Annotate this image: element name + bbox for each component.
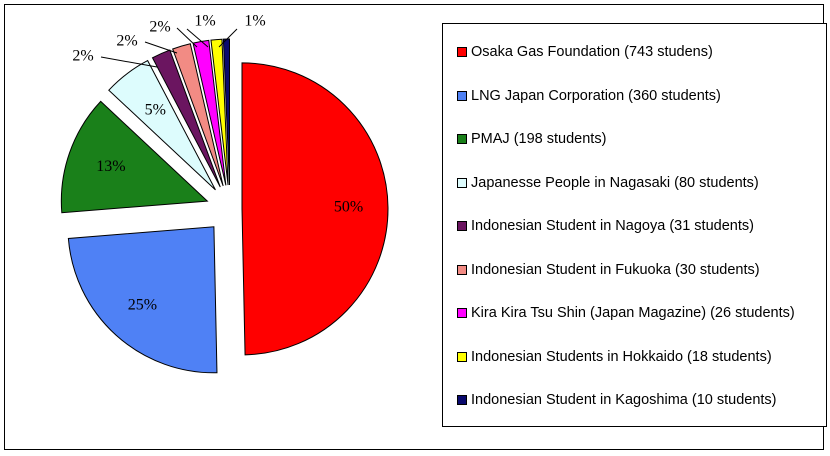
legend-item-3: PMAJ (198 students) <box>457 129 606 149</box>
legend-swatch-7 <box>457 308 467 318</box>
legend-swatch-4 <box>457 177 467 188</box>
legend-item-5: Indonesian Student in Nagoya (31 student… <box>457 216 754 236</box>
legend-label-4: Japanesse People in Nagasaki (80 student… <box>471 174 759 191</box>
pie-slice-1 <box>241 62 389 356</box>
percent-label-7: 2% <box>149 19 170 36</box>
legend-label-1: Osaka Gas Foundation (743 studens) <box>471 44 713 60</box>
pie-slice-4 <box>108 59 216 191</box>
pie-chart: 50% 25% 13% 5% 2% 2% 2% 1% 1% <box>60 13 389 374</box>
percent-label-5: 2% <box>72 48 93 65</box>
legend-swatch-6 <box>457 264 467 275</box>
legend-label-6: Indonesian Student in Fukuoka (30 studen… <box>471 261 760 278</box>
legend-label-3: PMAJ (198 students) <box>471 131 607 147</box>
percent-label-3: 13% <box>96 158 125 175</box>
legend-swatch-5 <box>457 221 467 231</box>
legend-item-2: LNG Japan Corporation (360 students) <box>457 86 721 106</box>
percent-label-2: 25% <box>128 297 157 314</box>
leader-line-6 <box>144 41 178 54</box>
chart-frame: 50% 25% 13% 5% 2% 2% 2% 1% 1% Osaka Gas Foundati… <box>4 4 827 450</box>
percent-label-1: 50% <box>334 198 363 215</box>
legend-label-5: Indonesian Student in Nagoya (31 student… <box>471 218 754 234</box>
legend-swatch-2 <box>457 90 467 101</box>
pie-slice-8 <box>210 38 229 186</box>
percent-label-9: 1% <box>244 13 265 30</box>
leader-line-8 <box>186 28 209 48</box>
legend-swatch-9 <box>457 395 467 405</box>
legend-item-4: Japanesse People in Nagasaki (80 student… <box>457 173 759 193</box>
legend-label-7: Kira Kira Tsu Shin (Japan Magazine) (26 … <box>471 305 795 321</box>
leader-line-7 <box>176 27 198 48</box>
legend-swatch-3 <box>457 134 467 144</box>
legend-item-6: Indonesian Student in Fukuoka (30 studen… <box>457 260 760 280</box>
legend-label-8: Indonesian Students in Hokkaido (18 stud… <box>471 348 772 365</box>
legend-label-2: LNG Japan Corporation (360 students) <box>471 87 721 104</box>
legend: Osaka Gas Foundation (743 studens) LNG Ja… <box>442 23 827 427</box>
legend-swatch-1 <box>457 47 467 57</box>
legend-item-8: Indonesian Students in Hokkaido (18 stud… <box>457 347 772 367</box>
legend-swatch-8 <box>457 351 467 362</box>
leader-line-5 <box>100 56 158 68</box>
pie-slice-6 <box>172 43 224 187</box>
percent-label-8: 1% <box>194 13 215 30</box>
legend-item-1: Osaka Gas Foundation (743 studens) <box>457 42 713 62</box>
percent-label-4: 5% <box>145 102 166 119</box>
leader-line-9 <box>218 28 238 48</box>
pie-slice-3 <box>60 100 209 214</box>
legend-item-7: Kira Kira Tsu Shin (Japan Magazine) (26 … <box>457 303 795 323</box>
legend-item-9: Indonesian Student in Kagoshima (10 stud… <box>457 390 777 410</box>
percent-label-6: 2% <box>116 33 137 50</box>
pie-slice-2 <box>67 226 218 374</box>
legend-label-9: Indonesian Student in Kagoshima (10 stud… <box>471 392 777 408</box>
